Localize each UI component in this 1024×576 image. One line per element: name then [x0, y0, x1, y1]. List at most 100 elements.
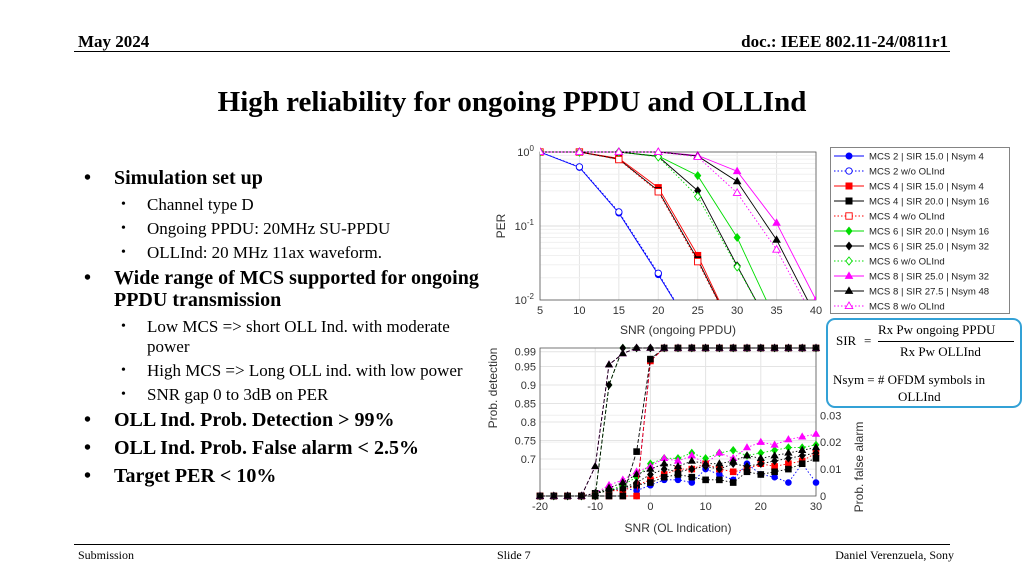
bullet-text: Wide range of MCS supported for ongoing … — [114, 267, 479, 311]
data-point — [785, 479, 792, 486]
data-point — [563, 491, 572, 499]
legend-label: MCS 6 | SIR 25.0 | Nsym 32 — [869, 242, 989, 253]
data-point — [732, 176, 742, 185]
data-point — [575, 163, 584, 171]
data-point — [729, 468, 737, 476]
bullet-dot-icon: • — [121, 387, 126, 402]
y2-tick-label: 0.01 — [820, 464, 841, 476]
y-tick-exponent: -1 — [527, 218, 535, 227]
x-tick-label: 20 — [755, 501, 767, 513]
series-line — [540, 151, 719, 300]
data-point — [729, 343, 738, 351]
legend-marker-icon — [844, 286, 854, 294]
x-tick-label: 35 — [770, 305, 782, 317]
y-tick-label: 0.7 — [521, 454, 536, 466]
header-date: May 2024 — [78, 32, 150, 51]
data-point — [757, 471, 765, 478]
y2-tick-label: 0.02 — [820, 437, 841, 449]
sub-bullet-item: • High MCS => Long OLL ind. with low powe… — [84, 361, 484, 381]
data-point — [694, 171, 702, 181]
legend-marker-icon — [845, 212, 853, 220]
data-point — [733, 262, 741, 272]
data-point — [615, 208, 623, 216]
y-tick-exponent: 0 — [530, 144, 535, 153]
bullet-dot-icon: • — [121, 245, 126, 260]
data-point — [673, 343, 683, 351]
data-point — [604, 483, 614, 491]
x-tick-label: 25 — [692, 305, 704, 317]
legend-marker-icon — [845, 256, 853, 266]
data-point — [771, 244, 782, 253]
data-point — [715, 448, 724, 456]
data-point — [673, 462, 683, 470]
data-point — [798, 445, 807, 453]
data-point — [660, 343, 669, 351]
y2-tick-label: 0.03 — [820, 410, 841, 422]
bullet-item: • OLL Ind. Prob. False alarm < 2.5% — [84, 437, 484, 459]
chart-legend: MCS 2 | SIR 15.0 | Nsym 4 MCS 2 w/o OLInd… — [830, 147, 1010, 314]
data-point — [742, 343, 752, 351]
data-point — [812, 479, 820, 486]
data-point — [615, 155, 623, 164]
sub-bullet-item: • Channel type D — [84, 195, 484, 215]
legend-label: MCS 4 | SIR 15.0 | Nsym 4 — [869, 182, 984, 193]
data-point — [772, 218, 781, 226]
bullet-item: • OLL Ind. Prob. Detection > 99% — [84, 409, 484, 431]
y-tick-label: 10-2 — [515, 292, 535, 307]
data-point — [574, 147, 585, 156]
data-point — [743, 462, 751, 471]
data-point — [757, 459, 765, 468]
x-tick-label: 15 — [613, 305, 625, 317]
data-point — [742, 451, 752, 459]
x-axis-title: SNR (ongoing PPDU) — [620, 323, 736, 337]
y-tick-label: 0.95 — [515, 362, 536, 374]
slide-title: High reliability for ongoing PPDU and OL… — [217, 86, 807, 118]
x-tick-label: 20 — [652, 305, 664, 317]
data-point — [784, 435, 793, 443]
sir-label: SIR — [836, 333, 857, 348]
data-point — [535, 491, 545, 499]
data-point — [772, 235, 781, 243]
data-point — [771, 468, 778, 476]
footer-divider — [74, 544, 950, 545]
sub-bullet-text: Low MCS => short OLL Ind. with moderate … — [147, 317, 450, 356]
data-point — [715, 459, 724, 467]
data-point — [647, 355, 654, 363]
data-point — [732, 188, 742, 196]
header-doc-id: doc.: IEEE 802.11-24/0811r1 — [741, 32, 948, 51]
data-point — [811, 343, 821, 351]
bullet-dot-icon: • — [84, 167, 92, 189]
bullet-item: • Wide range of MCS supported for ongoing… — [84, 267, 484, 311]
bullet-dot-icon: • — [121, 363, 126, 378]
data-point — [618, 349, 627, 357]
data-point — [654, 188, 662, 196]
plot-frame — [539, 151, 817, 301]
data-point — [798, 460, 806, 468]
legend-label: MCS 8 | SIR 27.5 | Nsym 48 — [869, 287, 989, 298]
data-point — [653, 147, 663, 156]
x-tick-label: -20 — [532, 501, 548, 513]
data-point — [771, 456, 778, 466]
data-point — [605, 492, 613, 500]
y-tick-label: 10-1 — [515, 218, 535, 233]
data-point — [756, 437, 765, 445]
bullet-text: Target PER < 10% — [114, 465, 277, 487]
data-point — [619, 483, 627, 493]
y2-axis-title: Prob. false alarm — [852, 422, 866, 513]
data-point — [687, 456, 696, 464]
series-line — [540, 347, 816, 497]
data-point — [647, 470, 654, 479]
data-point — [784, 448, 793, 456]
data-point — [604, 360, 614, 368]
data-point — [785, 454, 792, 463]
legend-label: MCS 8 w/o OLInd — [869, 302, 945, 313]
data-point — [654, 269, 662, 277]
data-point — [798, 432, 807, 440]
data-point — [756, 453, 765, 462]
y-tick-label: 0.99 — [515, 347, 536, 359]
legend-label: MCS 4 w/o OLInd — [869, 212, 945, 223]
sub-bullet-text: OLLInd: 20 MHz 11ax waveform. — [147, 243, 382, 262]
data-point — [770, 440, 779, 448]
sir-denominator: Rx Pw OLLInd — [900, 344, 981, 359]
data-point — [716, 476, 723, 484]
